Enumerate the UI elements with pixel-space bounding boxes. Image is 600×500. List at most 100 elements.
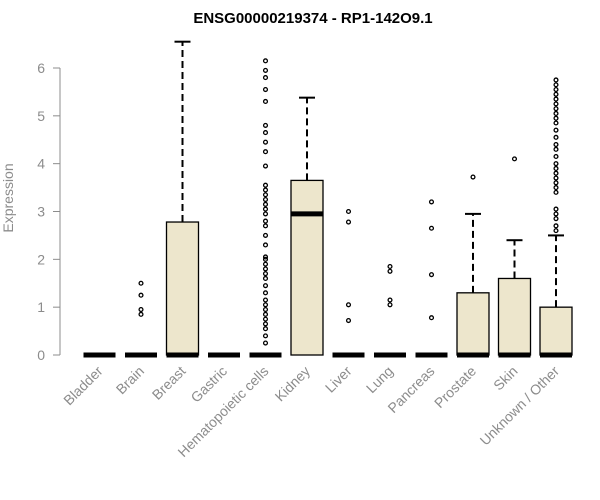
outlier-point [262, 321, 269, 327]
outlier-point [262, 307, 269, 313]
y-tick-label: 0 [37, 347, 45, 363]
box-hematopoietic-cells [249, 58, 282, 358]
outlier-point [138, 311, 144, 317]
outlier-point [553, 161, 559, 167]
outlier-point [262, 340, 269, 346]
outlier-point [262, 223, 269, 229]
category-label: Brain [113, 363, 147, 397]
y-tick-label: 3 [37, 204, 45, 220]
y-axis-label: Expression [0, 163, 16, 232]
category-label: Unknown / Other [477, 363, 563, 449]
outlier-point [138, 307, 144, 313]
outlier-point [262, 256, 269, 262]
outlier-point [262, 316, 269, 322]
outlier-point [553, 189, 559, 195]
outlier-point [262, 326, 269, 332]
category-label: Skin [490, 363, 521, 394]
outlier-point [262, 242, 269, 248]
outlier-point [387, 302, 393, 308]
outlier-point [262, 232, 269, 238]
outlier-point [387, 263, 393, 270]
outlier-point [262, 130, 269, 136]
outlier-point [262, 75, 269, 81]
outlier-point [262, 98, 269, 105]
box-prostate [456, 174, 490, 358]
outlier-point [138, 292, 144, 298]
outlier-point [553, 115, 559, 121]
box-breast [165, 40, 200, 358]
outlier-point [262, 201, 269, 207]
outlier-point [553, 91, 559, 97]
outlier-point [553, 96, 559, 102]
outlier-point [428, 199, 435, 205]
y-tick-label: 1 [37, 299, 45, 315]
y-tick-label: 2 [37, 251, 45, 267]
outlier-point [262, 67, 269, 73]
outlier-point [553, 228, 559, 234]
outlier-point [553, 216, 559, 222]
outlier-point [262, 187, 269, 193]
outlier-point [345, 208, 352, 215]
outlier-point [262, 139, 269, 145]
outlier-point [262, 266, 269, 272]
box-iqr [165, 221, 200, 356]
boxes [83, 40, 573, 358]
box-iqr [290, 179, 324, 356]
outlier-point [553, 206, 559, 212]
outlier-point [553, 82, 559, 88]
outlier-point [553, 101, 559, 107]
outlier-point [553, 146, 559, 152]
outlier-point [553, 110, 559, 116]
category-label: Lung [363, 363, 396, 396]
outlier-point [262, 192, 269, 198]
box-iqr [497, 277, 532, 356]
box-lung [374, 263, 406, 358]
outlier-point [553, 141, 559, 148]
y-tick-label: 6 [37, 60, 45, 76]
outlier-point [262, 182, 269, 188]
outlier-point [345, 302, 352, 308]
outlier-point [387, 297, 393, 303]
box-brain [125, 280, 157, 358]
outlier-point [553, 106, 559, 112]
outlier-point [138, 280, 144, 286]
y-tick-label: 4 [37, 156, 45, 172]
outlier-point [553, 185, 559, 191]
outlier-point [262, 333, 269, 339]
outlier-point [553, 127, 559, 133]
outlier-point [553, 86, 559, 93]
outlier-point [428, 272, 435, 278]
outlier-point [262, 297, 269, 303]
outlier-point [553, 223, 559, 229]
outlier-point [428, 315, 435, 321]
outlier-point [553, 211, 559, 217]
outlier-point [553, 77, 559, 83]
outlier-point [262, 261, 269, 267]
outlier-point [262, 86, 269, 93]
category-label: Breast [149, 363, 189, 403]
chart-title: ENSG00000219374 - RP1-142O9.1 [193, 10, 432, 27]
outlier-point [553, 165, 559, 172]
outlier-point [262, 271, 269, 277]
box-pancreas [415, 199, 448, 358]
outlier-point [470, 174, 476, 180]
y-tick-label: 5 [37, 108, 45, 124]
box-iqr [539, 306, 573, 356]
outlier-point [262, 275, 269, 282]
outlier-point [553, 175, 559, 181]
outlier-point [262, 122, 269, 128]
outlier-point [262, 206, 269, 212]
outlier-point [262, 58, 269, 64]
outlier-point [262, 302, 269, 308]
box-skin [497, 156, 532, 358]
outlier-point [345, 318, 352, 324]
category-label: Bladder [60, 363, 106, 409]
outlier-point [345, 219, 352, 225]
box-liver [332, 208, 365, 358]
outlier-point [262, 290, 269, 296]
outlier-point [387, 268, 393, 274]
outlier-point [553, 153, 559, 160]
outlier-point [262, 283, 269, 289]
